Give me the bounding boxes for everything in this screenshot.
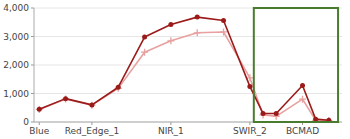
series-marker (194, 29, 201, 36)
y-tick-label: 1,000 (3, 89, 29, 99)
series-marker (195, 15, 200, 20)
y-tick-label: 2,000 (3, 60, 29, 70)
series-line (39, 32, 329, 121)
x-axis: Blue Red_Edge_1 NIR_1 SWIR_2 BCMAD (29, 122, 319, 136)
y-tick-label: 3,000 (3, 32, 29, 42)
x-tick-label: Red_Edge_1 (65, 126, 119, 136)
y-axis-line (34, 8, 35, 122)
plot-data (36, 15, 333, 122)
y-axis: 01,0002,0003,0004,000 (3, 3, 342, 127)
series-marker (274, 111, 279, 116)
series-marker (313, 117, 318, 122)
x-tick-label: Blue (29, 126, 49, 136)
series-marker (63, 96, 68, 101)
series-marker (299, 96, 306, 103)
series-line (39, 17, 329, 120)
series-marker (261, 111, 266, 116)
y-tick-label: 4,000 (3, 3, 29, 13)
series-marker (62, 95, 69, 102)
series-marker (220, 28, 227, 35)
series-marker (167, 37, 174, 44)
series-marker (221, 18, 226, 23)
series-marker (116, 85, 121, 90)
series-marker (89, 102, 94, 107)
highlight-rect (254, 8, 338, 122)
series-marker (247, 84, 252, 89)
x-tick-label: SWIR_2 (233, 126, 267, 136)
chart: 01,0002,0003,0004,000BlueRed_Edge_1NIR_1… (0, 0, 350, 139)
series-marker (300, 83, 305, 88)
series-marker (36, 106, 43, 113)
x-tick-label: NIR_1 (158, 126, 184, 136)
x-tick-label: BCMAD (286, 126, 319, 136)
series-marker (168, 22, 173, 27)
series-marker (260, 111, 267, 118)
series-marker (142, 35, 147, 40)
series-marker (37, 107, 42, 112)
grid-line (34, 65, 342, 66)
chart-container: 01,0002,0003,0004,000BlueRed_Edge_1NIR_1… (0, 0, 350, 139)
series-marker (141, 49, 148, 56)
